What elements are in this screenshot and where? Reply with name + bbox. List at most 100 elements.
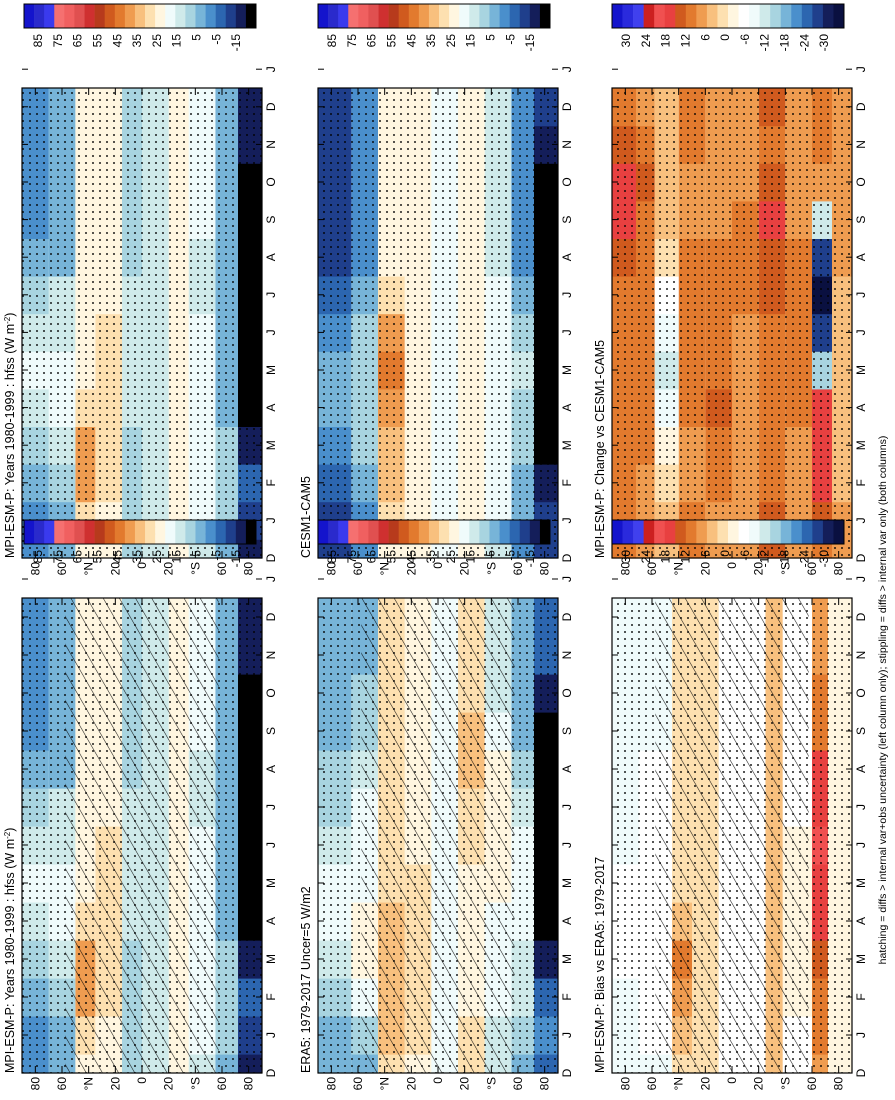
- colorbar-frame: [611, 3, 845, 29]
- colorbar-swatch: [459, 520, 470, 544]
- colorbar-swatch: [717, 520, 729, 544]
- lat-label: 0: [725, 562, 739, 569]
- lat-label: 20: [162, 562, 176, 576]
- colorbar-swatch: [145, 4, 156, 28]
- colorbar-swatch: [685, 4, 697, 28]
- colorbar-tick-label: -5: [209, 34, 223, 45]
- month-label: M: [264, 878, 278, 888]
- colorbar-tick-label: 6: [698, 550, 712, 557]
- lat-label: 60: [55, 562, 69, 576]
- month-label: S: [854, 727, 868, 735]
- month-label: D: [854, 553, 868, 562]
- colorbar-swatch: [104, 4, 116, 28]
- colorbar-swatch: [509, 4, 521, 28]
- month-label: J: [854, 66, 868, 72]
- colorbar-tick-label: 75: [51, 34, 65, 48]
- panel-title: MPI-ESM-P: Bias vs ERA5: 1979-2017: [593, 857, 607, 1073]
- colorbar-swatch: [801, 4, 813, 28]
- month-label: J: [560, 804, 574, 810]
- lat-label: 80: [832, 562, 846, 576]
- colorbar-swatch: [175, 4, 186, 28]
- colorbar-tick-label: 85: [325, 34, 339, 48]
- month-label: F: [560, 479, 574, 486]
- colorbar-swatch: [124, 4, 136, 28]
- month-label: M: [560, 954, 574, 964]
- colorbar-swatch: [328, 520, 339, 544]
- panel-title: MPI-ESM-P: Change vs CESM1-CAM5: [593, 340, 607, 558]
- lat-label: 20: [404, 562, 418, 576]
- colorbar-tick-label: 45: [110, 550, 124, 564]
- month-label: J: [854, 517, 868, 523]
- colorbar-tick-label: -6: [738, 550, 752, 561]
- colorbar-swatch: [124, 520, 136, 544]
- lat-label: 60: [645, 1077, 659, 1091]
- colorbar-swatch: [418, 520, 430, 544]
- month-label: F: [264, 479, 278, 486]
- month-label: D: [560, 102, 574, 111]
- month-label: M: [854, 440, 868, 450]
- colorbar-swatch: [64, 4, 75, 28]
- colorbar-swatch: [34, 4, 45, 28]
- colorbar-swatch: [633, 520, 644, 544]
- month-label: D: [264, 612, 278, 621]
- colorbar-swatch: [225, 4, 237, 28]
- lat-label: °N: [82, 1077, 96, 1090]
- lat-label: 60: [215, 1077, 229, 1091]
- lat-label: 80: [28, 562, 42, 576]
- month-label: J: [560, 1032, 574, 1038]
- month-label: N: [560, 140, 574, 149]
- colorbar-tick-label: 65: [365, 34, 379, 48]
- colorbar-tick-label: 25: [150, 550, 164, 564]
- panel-title: ERA5: 1979-2017 Uncer=5 W/m2: [299, 886, 313, 1073]
- colorbar-swatch: [812, 4, 824, 28]
- month-label: S: [560, 216, 574, 224]
- lat-label: 60: [511, 562, 525, 576]
- month-label: A: [854, 253, 868, 261]
- colorbar-swatch: [44, 4, 55, 28]
- colorbar-tick-label: 25: [444, 34, 458, 48]
- colorbar-swatch: [780, 520, 792, 544]
- colorbar-swatch: [489, 520, 500, 544]
- colorbar-tick-label: -15: [229, 550, 243, 568]
- month-label: D: [264, 1068, 278, 1077]
- lat-label: 80: [538, 1077, 552, 1091]
- lat-label: °N: [82, 562, 96, 575]
- month-label: N: [560, 651, 574, 660]
- colorbar-swatch: [225, 520, 237, 544]
- month-label: A: [854, 765, 868, 773]
- colorbar-tick-label: 55: [90, 550, 104, 564]
- lat-label: 80: [242, 562, 256, 576]
- month-label: J: [560, 66, 574, 72]
- colorbar-tick-label: 55: [90, 34, 104, 48]
- colorbar-tick-label: 15: [170, 550, 184, 564]
- lat-label: 0: [135, 1077, 149, 1084]
- colorbar-swatch: [358, 520, 369, 544]
- panel-3: D J F M A M J J A S O N D J 80 60 °N 20 0 20 °S 60 80 ERA5: 197…: [299, 576, 574, 1090]
- month-label: J: [264, 329, 278, 335]
- lat-label: 80: [28, 1077, 42, 1091]
- lat-label: 0: [725, 1077, 739, 1084]
- lat-label: °N: [672, 562, 686, 575]
- panel-2: D J F M A M J J A S O N D J 80 60 °N 20 0 20 °S 60 80 MPI-ESM-P…: [3, 66, 279, 575]
- colorbar-swatch: [338, 4, 349, 28]
- month-label: J: [264, 842, 278, 848]
- colorbar-swatch: [529, 520, 541, 544]
- month-label: S: [264, 216, 278, 224]
- colorbar-tick-label: -18: [778, 34, 792, 52]
- month-label: A: [854, 917, 868, 925]
- colorbar-swatch: [74, 520, 85, 544]
- colorbar-swatch: [749, 520, 760, 544]
- colorbar-swatch: [749, 4, 760, 28]
- month-label: A: [264, 765, 278, 773]
- month-label: O: [264, 177, 278, 186]
- colorbar-swatch: [318, 4, 329, 28]
- colorbar-swatch: [205, 520, 216, 544]
- colorbar-tick-label: 24: [639, 34, 653, 48]
- colorbar-tick-label: 45: [404, 550, 418, 564]
- colorbar-swatch: [664, 520, 676, 544]
- colorbar-swatch: [675, 520, 687, 544]
- month-label: J: [854, 576, 868, 582]
- month-label: A: [560, 765, 574, 773]
- month-label: J: [560, 292, 574, 298]
